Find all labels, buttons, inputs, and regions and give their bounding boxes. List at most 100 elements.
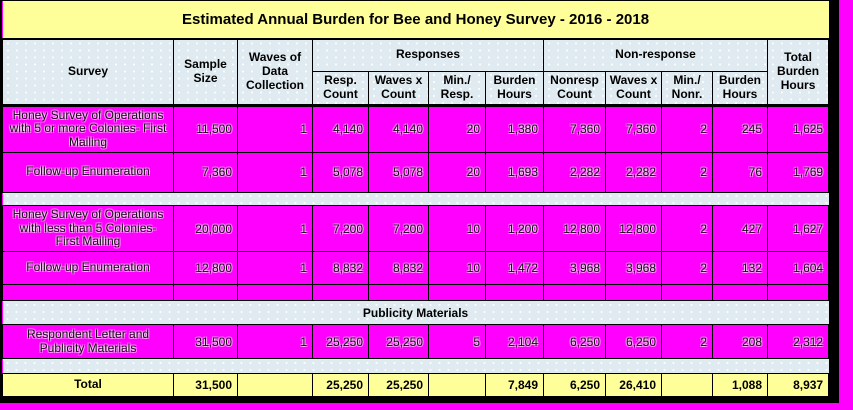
value-cell: 20 [428, 151, 486, 193]
spacer-row [2, 191, 829, 206]
value-cell: 6,250 [543, 373, 606, 398]
data-row: Honey Survey of Operations with 5 or mor… [2, 104, 830, 153]
value-cell [173, 284, 238, 302]
col-header-resp-waves-x-count: Waves x Count [368, 70, 429, 107]
value-cell: 26,410 [605, 373, 662, 398]
data-row: Follow-up Enumeration 7,360 1 5,078 5,078 20 1… [2, 151, 830, 193]
value-cell: 20,000 [173, 204, 238, 253]
value-cell [312, 284, 369, 302]
survey-label-cell: Follow-up Enumeration [2, 251, 174, 286]
value-cell: 1,693 [485, 151, 544, 193]
col-header-resp-count: Resp. Count [312, 70, 369, 107]
value-cell: 12,800 [543, 204, 606, 253]
header-sub-row: Resp. Count Waves x Count Min./ Resp. Bu… [3, 70, 829, 107]
spacer-cell [2, 358, 829, 375]
band-row: Publicity Materials [2, 300, 829, 326]
value-cell: 7,849 [485, 373, 544, 398]
value-cell: 12,800 [605, 204, 662, 253]
value-cell: 2 [661, 204, 713, 253]
value-cell [237, 373, 313, 398]
burden-table-frame: Estimated Annual Burden for Bee and Hone… [0, 0, 839, 404]
survey-label-cell: Honey Survey of Operations with 5 or mor… [2, 104, 174, 153]
survey-label-cell [2, 284, 174, 302]
col-header-resp-burden-hours: Burden Hours [485, 70, 544, 107]
value-cell: 2 [661, 104, 713, 153]
value-cell [661, 284, 713, 302]
value-cell: 11,500 [173, 104, 238, 153]
value-cell: 5 [428, 324, 486, 360]
survey-label-cell: Respondent Letter and Publicity Material… [2, 324, 174, 360]
value-cell: 20 [428, 104, 486, 153]
value-cell [368, 284, 429, 302]
data-row: Respondent Letter and Publicity Material… [2, 324, 830, 360]
value-cell: 1,380 [485, 104, 544, 153]
value-cell: 12,800 [173, 251, 238, 286]
value-cell: 1,088 [712, 373, 768, 398]
value-cell: 2 [661, 251, 713, 286]
value-cell: 2,312 [766, 324, 830, 360]
page-title: Estimated Annual Burden for Bee and Hone… [2, 1, 829, 40]
value-cell: 1 [237, 104, 313, 153]
value-cell: 1,472 [485, 251, 544, 286]
col-header-survey: Survey [2, 38, 174, 107]
value-cell: 132 [712, 251, 768, 286]
value-cell: 1 [237, 204, 313, 253]
value-cell [543, 284, 606, 302]
value-cell [237, 284, 313, 302]
empty-row [2, 284, 830, 302]
value-cell: 8,832 [368, 251, 429, 286]
col-group-nonresponse: Non-response [543, 38, 768, 72]
value-cell: 31,500 [173, 324, 238, 360]
value-cell: 2,282 [605, 151, 662, 193]
burden-table: Estimated Annual Burden for Bee and Hone… [2, 1, 830, 398]
value-cell: 1,200 [485, 204, 544, 253]
data-row: Follow-up Enumeration 12,800 1 8,832 8,832 10… [2, 251, 830, 286]
value-cell: 2,282 [543, 151, 606, 193]
value-cell: 8,937 [766, 373, 830, 398]
col-header-min-per-nonr: Min./ Nonr. [661, 70, 713, 107]
value-cell: 6,250 [543, 324, 606, 360]
value-cell: 10 [428, 204, 486, 253]
value-cell: 2,104 [485, 324, 544, 360]
value-cell: 208 [712, 324, 768, 360]
value-cell: 5,078 [312, 151, 369, 193]
data-row: Honey Survey of Operations with less tha… [2, 204, 830, 253]
value-cell: 5,078 [368, 151, 429, 193]
col-group-responses: Responses [312, 38, 544, 72]
value-cell: 7,360 [605, 104, 662, 153]
value-cell: 1,769 [766, 151, 830, 193]
value-cell: 1 [237, 151, 313, 193]
table-body: Honey Survey of Operations with 5 or mor… [2, 104, 830, 398]
survey-label-cell: Honey Survey of Operations with less tha… [2, 204, 174, 253]
col-header-min-per-resp: Min./ Resp. [428, 70, 486, 107]
col-header-nonresp-waves-x-count: Waves x Count [605, 70, 662, 107]
value-cell [766, 284, 830, 302]
value-cell: 25,250 [368, 324, 429, 360]
value-cell: 25,250 [312, 373, 369, 398]
value-cell: 7,360 [543, 104, 606, 153]
value-cell: 1,625 [766, 104, 830, 153]
value-cell: 25,250 [368, 373, 429, 398]
value-cell [428, 284, 486, 302]
value-cell: 1 [237, 251, 313, 286]
col-header-total-burden-hours: Total Burden Hours [766, 38, 830, 107]
value-cell: 10 [428, 251, 486, 286]
value-cell [712, 284, 768, 302]
value-cell: 1,604 [766, 251, 830, 286]
col-header-nonresp-burden-hours: Burden Hours [712, 70, 768, 107]
value-cell: 7,200 [368, 204, 429, 253]
value-cell: 2 [661, 324, 713, 360]
section-title-cell: Publicity Materials [2, 300, 829, 326]
value-cell: 6,250 [605, 324, 662, 360]
col-header-sample-size: Sample Size [173, 38, 238, 107]
value-cell: 2 [661, 151, 713, 193]
value-cell: 3,968 [543, 251, 606, 286]
value-cell: 4,140 [312, 104, 369, 153]
value-cell [605, 284, 662, 302]
value-cell: 1,627 [766, 204, 830, 253]
value-cell: 7,200 [312, 204, 369, 253]
value-cell: 427 [712, 204, 768, 253]
value-cell: 245 [712, 104, 768, 153]
survey-label-cell: Follow-up Enumeration [2, 151, 174, 193]
